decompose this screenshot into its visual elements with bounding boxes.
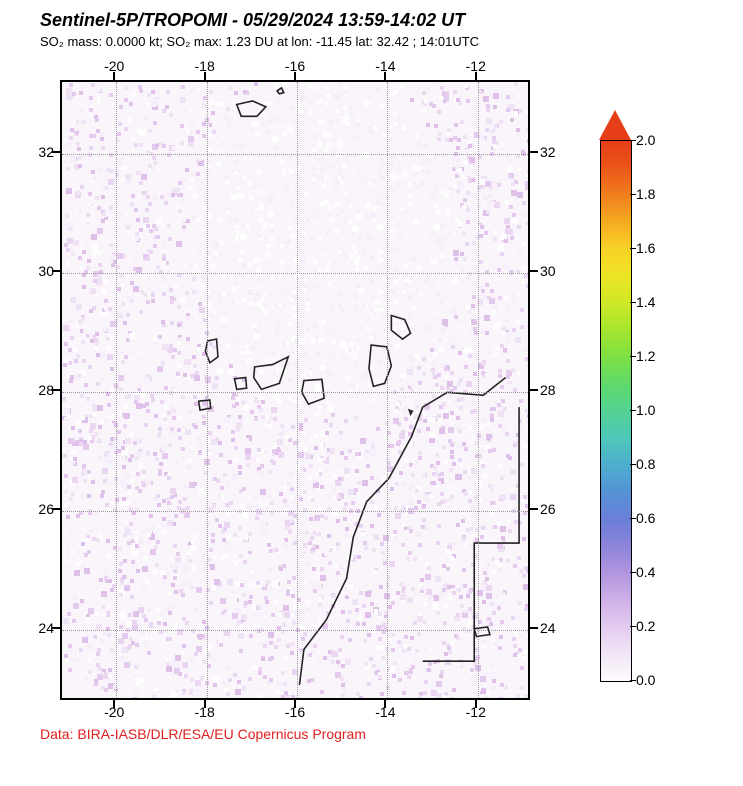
colorbar-tick-label: 1.4 bbox=[636, 294, 655, 310]
lat-tick-label: 30 bbox=[14, 263, 54, 279]
colorbar-tick-label: 0.8 bbox=[636, 456, 655, 472]
map-data-field bbox=[62, 82, 528, 698]
lat-tick-label: 32 bbox=[540, 144, 556, 160]
colorbar-tick-label: 1.8 bbox=[636, 186, 655, 202]
colorbar: 0.00.20.40.60.81.01.21.41.61.82.0 SO₂ co… bbox=[600, 110, 720, 710]
colorbar-tick-label: 0.2 bbox=[636, 618, 655, 634]
colorbar-tick-label: 0.4 bbox=[636, 564, 655, 580]
colorbar-tick-label: 1.6 bbox=[636, 240, 655, 256]
lat-tick-label: 24 bbox=[14, 620, 54, 636]
plot-credits: Data: BIRA-IASB/DLR/ESA/EU Copernicus Pr… bbox=[40, 726, 366, 742]
colorbar-tick-label: 1.2 bbox=[636, 348, 655, 364]
plot-title: Sentinel-5P/TROPOMI - 05/29/2024 13:59-1… bbox=[40, 10, 465, 31]
colorbar-tick-label: 2.0 bbox=[636, 132, 655, 148]
colorbar-over-arrow bbox=[599, 110, 631, 140]
figure: Sentinel-5P/TROPOMI - 05/29/2024 13:59-1… bbox=[10, 10, 733, 776]
lat-tick-label: 24 bbox=[540, 620, 556, 636]
lat-tick-label: 28 bbox=[540, 382, 556, 398]
colorbar-tick-label: 0.6 bbox=[636, 510, 655, 526]
lat-tick-label: 30 bbox=[540, 263, 556, 279]
lat-tick-label: 26 bbox=[14, 501, 54, 517]
plot-subtitle: SO₂ mass: 0.0000 kt; SO₂ max: 1.23 DU at… bbox=[40, 34, 479, 49]
colorbar-gradient bbox=[600, 140, 632, 682]
lat-tick-label: 26 bbox=[540, 501, 556, 517]
colorbar-tick-label: 1.0 bbox=[636, 402, 655, 418]
map-panel bbox=[60, 80, 530, 700]
lat-tick-label: 28 bbox=[14, 382, 54, 398]
lat-tick-label: 32 bbox=[14, 144, 54, 160]
colorbar-tick-label: 0.0 bbox=[636, 672, 655, 688]
